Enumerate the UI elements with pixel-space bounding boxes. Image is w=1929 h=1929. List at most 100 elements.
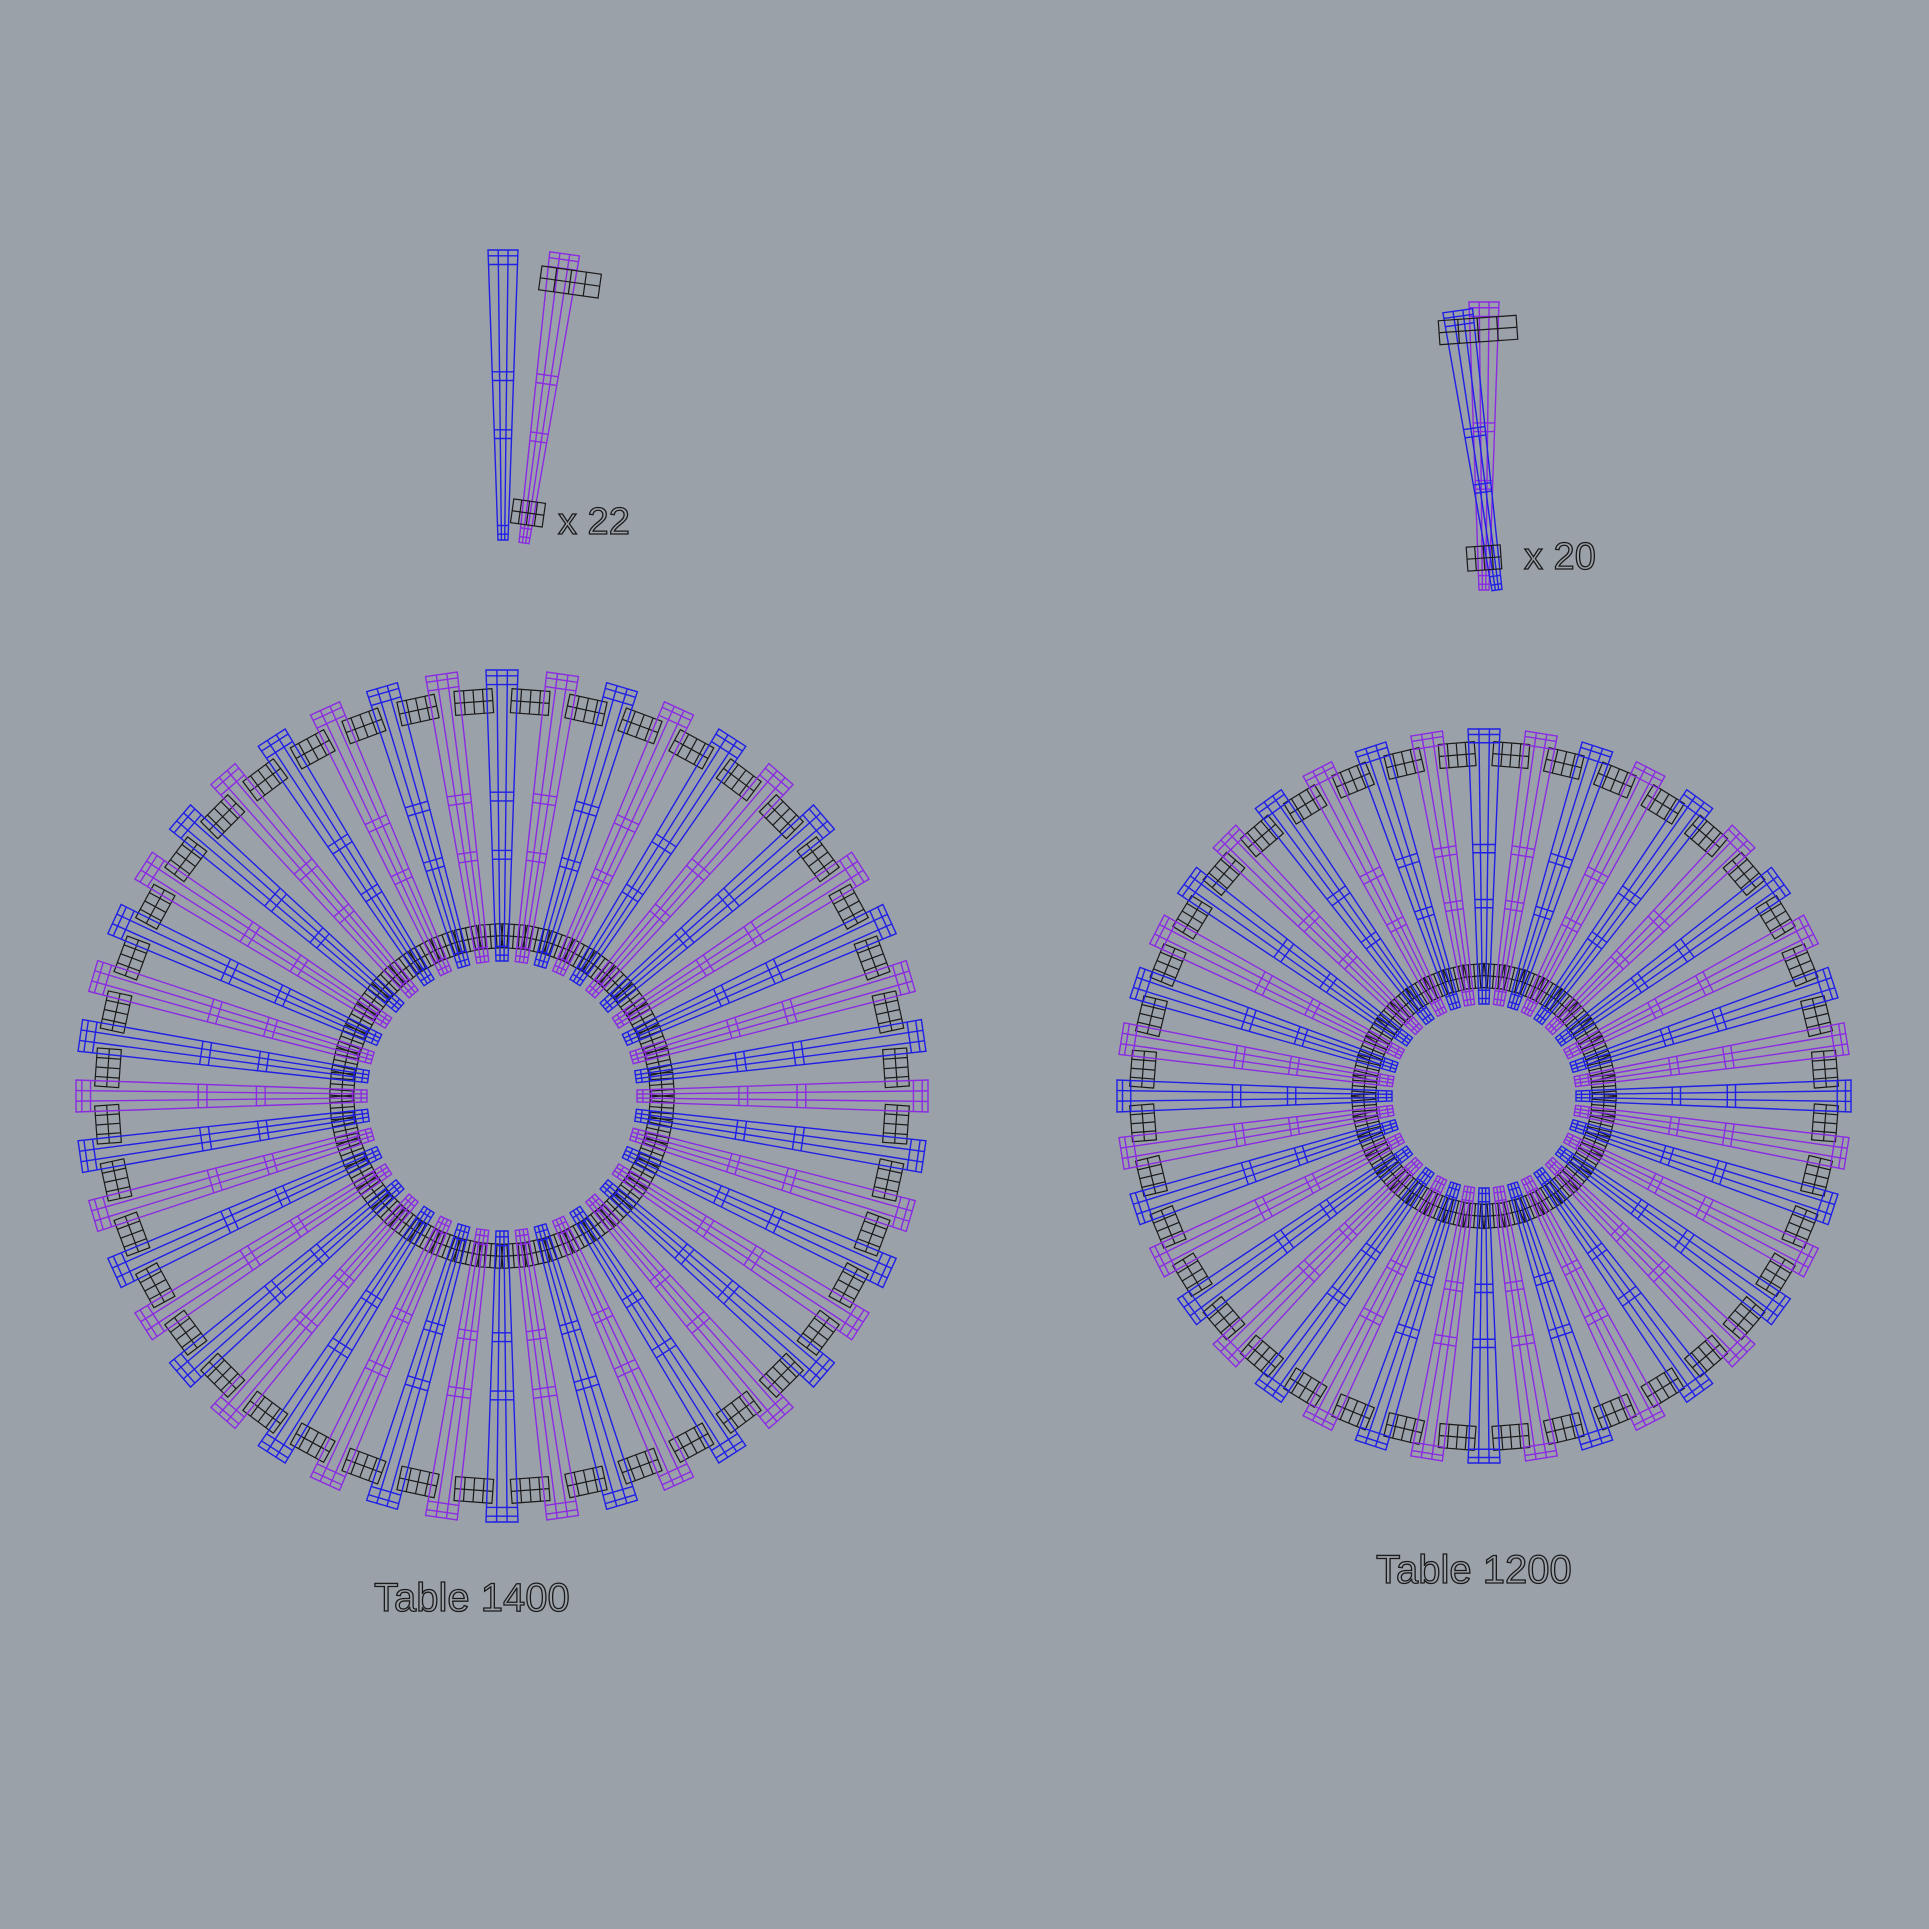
inner-connector [597,1191,633,1227]
outer-connector [94,1047,122,1089]
table-1200-title: Table 1200 [1375,1548,1572,1592]
module-connector [1437,314,1519,346]
ring-blade [309,1215,453,1492]
inner-connector [542,930,574,963]
ring-blade [636,1079,929,1113]
ring-blade [1492,730,1559,1007]
inner-connector [408,938,442,973]
ring-blade [599,1178,836,1389]
outer-connector [758,1352,805,1399]
ring-blade [584,762,795,999]
inner-connector [562,1219,596,1254]
ring-blade [533,681,639,970]
outer-connector [341,1447,387,1485]
outer-connector [715,757,762,802]
module-count-left: x 22 [557,501,630,543]
table-1400-title: Table 1400 [373,1576,570,1620]
ring-blade [621,1145,898,1289]
ring-blade [1506,741,1614,1011]
outer-connector [853,1211,891,1257]
ring-blade [1302,1174,1448,1432]
ring-blade [1409,1185,1476,1462]
inner-connector [344,1156,379,1190]
ring-blade [1212,1156,1424,1368]
ring-blade [1254,1166,1435,1404]
ring-blade [1520,760,1666,1018]
outer-connector [1542,1411,1585,1446]
ring-blade [75,1079,368,1113]
outer-connector [1810,1049,1839,1089]
ring-blade [1573,1104,1850,1171]
ring-blade [1409,730,1476,1007]
ring-blade [611,1162,871,1341]
ring-blade [485,669,519,962]
inner-connector [643,1115,674,1145]
outer-connector [199,1352,246,1399]
ring-blade [77,1018,371,1084]
ring-blade [1354,741,1462,1011]
outer-connector [1592,761,1637,799]
ring-blade [514,1227,580,1521]
ring-blade [77,1108,371,1174]
module-connector [509,498,547,528]
outer-connector [1149,943,1187,988]
outer-connector [617,707,663,745]
module-blade [487,249,519,541]
ring-blade [133,1162,393,1341]
ring-blade [584,1193,795,1430]
inner-connector [356,982,392,1018]
ring-blade [1254,788,1435,1026]
module-detail-right [1437,301,1519,592]
module-count-right: x 20 [1523,536,1596,578]
outer-connector [758,793,805,840]
outer-connector [289,1422,336,1464]
outer-connector [1640,783,1686,825]
ring-blade [209,762,420,999]
ring-blade [1544,824,1756,1036]
ring-blade [1148,1132,1406,1278]
ring-blade [1544,1156,1756,1368]
outer-connector [1129,1049,1158,1089]
ring-blade [257,1205,436,1465]
ring-blade [106,1145,383,1289]
ring-blade [168,803,405,1014]
outer-connector [113,1211,151,1257]
outer-connector [113,935,151,981]
ring-blade [1148,914,1406,1060]
ring-blade [1573,1021,1850,1088]
ring-blade [1467,1187,1501,1464]
ring-blade [1533,788,1714,1026]
outer-connector [1149,1204,1187,1249]
outer-connector [1202,1295,1246,1341]
ring-blade [87,1127,376,1233]
inner-connector [344,1002,379,1036]
outer-connector [1331,1393,1376,1431]
ring-blade [87,959,376,1065]
ring-blade [621,903,898,1047]
ring-blade [611,851,871,1030]
ring-blade [1354,1181,1462,1451]
ring-blade [568,727,747,987]
ring-blade [551,700,695,977]
outer-connector [1799,995,1834,1038]
ring-blade [168,1178,405,1389]
ring-blade [424,1227,490,1521]
table-1400-ring [75,669,929,1523]
module-connector [537,265,603,299]
ring-blade [1575,1079,1852,1113]
ring-blade [309,700,453,977]
outer-connector [1134,995,1169,1038]
ring-blade [365,681,471,970]
ring-blade [1129,966,1399,1074]
outer-connector [1282,783,1328,825]
ring-blade [628,959,917,1065]
outer-connector [1755,894,1797,940]
ring-blade [485,1230,519,1523]
ring-blade [1520,1174,1666,1432]
ring-blade [365,1222,471,1511]
ring-blade [1176,1145,1414,1326]
inner-connector [453,1237,483,1268]
ring-blade [1467,728,1501,1005]
module-blade [1442,307,1503,592]
module-detail-left [487,249,603,545]
